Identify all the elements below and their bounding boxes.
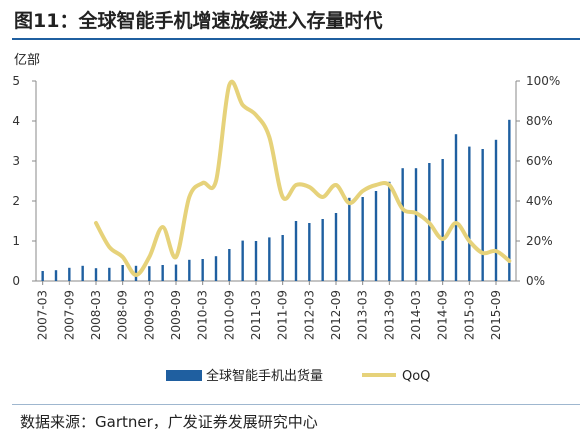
chart-legend: 全球智能手机出货量 QoQ [166, 368, 430, 384]
x-tick-label: 2011-03 [249, 290, 263, 340]
bar-2012-06 [321, 219, 324, 281]
y-right-tick-label: 80% [526, 114, 553, 128]
x-tick-label: 2011-09 [276, 290, 290, 340]
bar-2013-06 [374, 191, 378, 281]
y-left-tick-label: 2 [12, 194, 20, 208]
x-tick-label: 2012-03 [302, 290, 316, 340]
bar-2007-03 [41, 271, 44, 281]
y-left-tick-label: 5 [12, 74, 20, 88]
y-left-tick-label: 1 [12, 234, 20, 248]
bar-2010-12 [241, 240, 244, 281]
bar-2010-09 [228, 249, 231, 281]
bar-2014-12 [454, 134, 458, 281]
bar-2007-06 [54, 270, 58, 281]
bar-2011-12 [294, 221, 298, 281]
x-tick-label: 2014-03 [409, 290, 423, 340]
bar-2013-12 [401, 168, 404, 281]
y-left-tick-label: 3 [12, 154, 20, 168]
bar-2007-09 [68, 267, 71, 281]
x-tick-label: 2015-03 [462, 290, 476, 340]
x-tick-label: 2013-03 [356, 290, 370, 340]
x-tick-label: 2007-03 [36, 290, 50, 340]
y-right-tick-label: 0% [526, 274, 545, 288]
bar-2009-03 [148, 266, 151, 281]
y-right-tick-label: 60% [526, 154, 553, 168]
bar-2010-06 [214, 256, 218, 281]
x-tick-label: 2012-09 [329, 290, 343, 340]
bar-2015-09 [494, 139, 498, 281]
x-tick-label: 2013-09 [382, 290, 396, 340]
bar-2009-12 [188, 259, 191, 281]
y-left-tick-label: 0 [12, 274, 20, 288]
bar-series [41, 119, 511, 281]
y-right-tick-label: 20% [526, 234, 553, 248]
bar-2012-12 [348, 197, 351, 281]
bar-2010-03 [201, 259, 204, 281]
bar-2008-06 [108, 267, 111, 281]
source-divider [12, 404, 580, 405]
bar-2015-12 [508, 119, 511, 281]
chart-plot: 0 1 2 3 4 5 0% 20% 40% 60% 80% 100% 2007-03 2007-09 20… [12, 74, 560, 384]
tick-labels: 0 1 2 3 4 5 0% 20% 40% 60% 80% 100% 2007-03 2007-09 20… [12, 74, 560, 340]
y-right-tick-label: 40% [526, 194, 553, 208]
bar-2011-06 [268, 237, 271, 281]
bar-2009-09 [174, 264, 178, 281]
legend-label-bar: 全球智能手机出货量 [206, 368, 323, 384]
x-tick-label: 2008-09 [116, 290, 130, 340]
bar-2012-09 [334, 213, 338, 281]
x-tick-label: 2010-03 [196, 290, 210, 340]
bar-2012-03 [308, 223, 311, 281]
y-right-tick-label: 100% [526, 74, 560, 88]
x-tick-label: 2007-09 [62, 290, 76, 340]
x-tick-label: 2015-09 [489, 290, 503, 340]
data-source-note: 数据来源：Gartner，广发证券发展研究中心 [20, 413, 318, 431]
x-tick-label: 2009-03 [142, 290, 156, 340]
x-tick-label: 2014-09 [436, 290, 450, 340]
title-underline [12, 38, 580, 40]
bar-2014-03 [414, 168, 418, 281]
x-tick-label: 2010-09 [222, 290, 236, 340]
bar-2011-03 [254, 241, 258, 281]
bar-2009-06 [161, 265, 164, 281]
x-tick-label: 2008-03 [89, 290, 103, 340]
legend-label-line: QoQ [402, 369, 430, 384]
chart-title: 图11：全球智能手机增速放缓进入存量时代 [14, 10, 383, 32]
chart-axes [35, 81, 517, 282]
bar-2013-09 [388, 181, 391, 281]
bar-2011-09 [281, 235, 284, 281]
bar-2008-09 [121, 265, 124, 281]
x-tick-label: 2009-09 [169, 290, 183, 340]
qoq-line [94, 80, 512, 277]
bar-2015-06 [481, 149, 484, 281]
bar-2008-03 [94, 268, 98, 281]
bar-2014-09 [441, 159, 444, 281]
bar-2015-03 [468, 146, 471, 281]
y-left-tick-label: 4 [12, 114, 20, 128]
bar-2007-12 [81, 265, 84, 281]
bar-2013-03 [361, 197, 364, 281]
legend-swatch-bar [166, 370, 202, 381]
y-left-unit-label: 亿部 [14, 53, 41, 68]
